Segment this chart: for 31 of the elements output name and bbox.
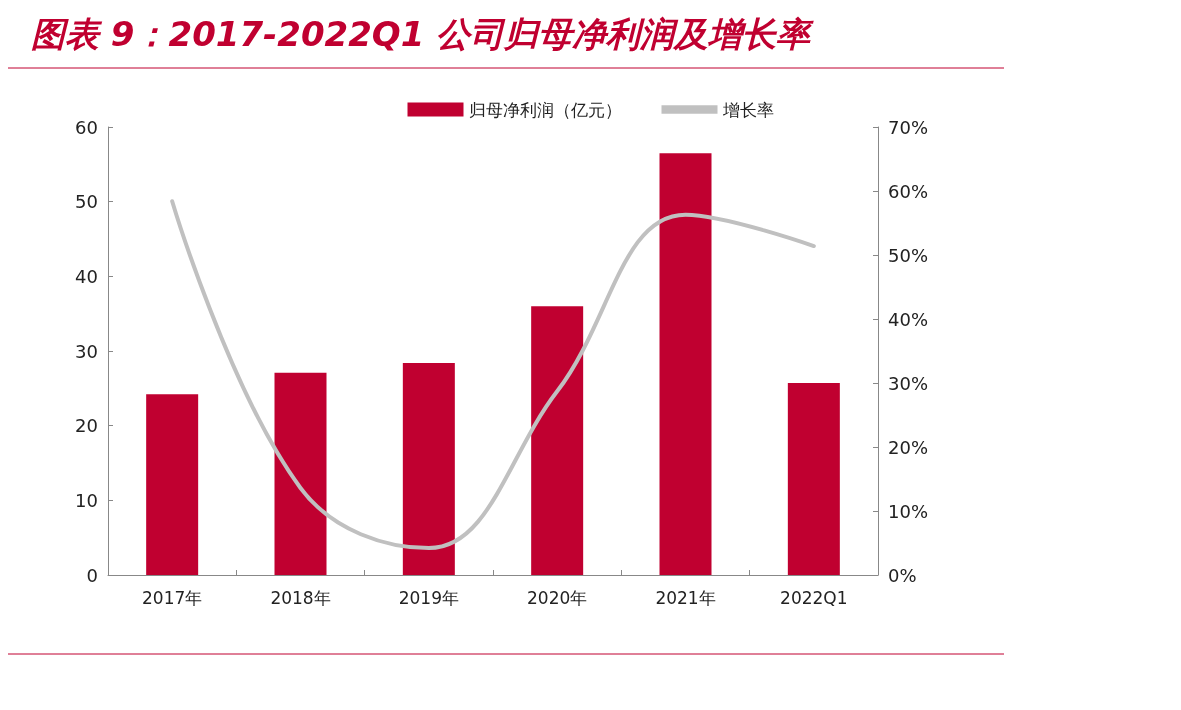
legend-label: 归母净利润（亿元） — [468, 99, 622, 120]
y-tick-label: 10 — [75, 489, 98, 511]
y-tick-label: 0 — [86, 564, 98, 586]
y2-tick-label: 60% — [888, 180, 929, 202]
chart-title: 图表 9：2017-2022Q1 公司归母净利润及增长率 — [31, 14, 815, 54]
x-tick-label: 2021年 — [655, 587, 716, 608]
y2-tick-label: 10% — [888, 500, 929, 522]
legend-label: 增长率 — [721, 99, 774, 120]
y2-tick-label: 0% — [888, 564, 917, 586]
y-tick-label: 60 — [75, 116, 98, 138]
bar — [531, 306, 584, 575]
y2-tick-label: 20% — [888, 436, 929, 458]
bar — [402, 362, 455, 575]
y-tick-label: 50 — [75, 191, 98, 213]
x-tick-label: 2019年 — [398, 587, 459, 608]
y-tick-label: 30 — [75, 340, 98, 362]
bar — [146, 394, 199, 575]
y-tick-label: 20 — [75, 415, 98, 437]
bar — [274, 372, 327, 575]
bar — [659, 153, 712, 575]
y2-tick-label: 50% — [888, 244, 929, 266]
x-tick-label: 2022Q1 — [780, 587, 848, 608]
y2-tick-label: 30% — [888, 372, 929, 394]
line-series — [170, 199, 816, 551]
x-tick-label: 2017年 — [142, 587, 203, 608]
x-tick-label: 2018年 — [270, 587, 331, 608]
y2-tick-label: 40% — [888, 308, 929, 330]
x-tick-label: 2020年 — [527, 587, 588, 608]
y2-tick-label: 70% — [888, 116, 929, 138]
y-tick-label: 40 — [75, 265, 98, 287]
bar — [787, 383, 840, 575]
